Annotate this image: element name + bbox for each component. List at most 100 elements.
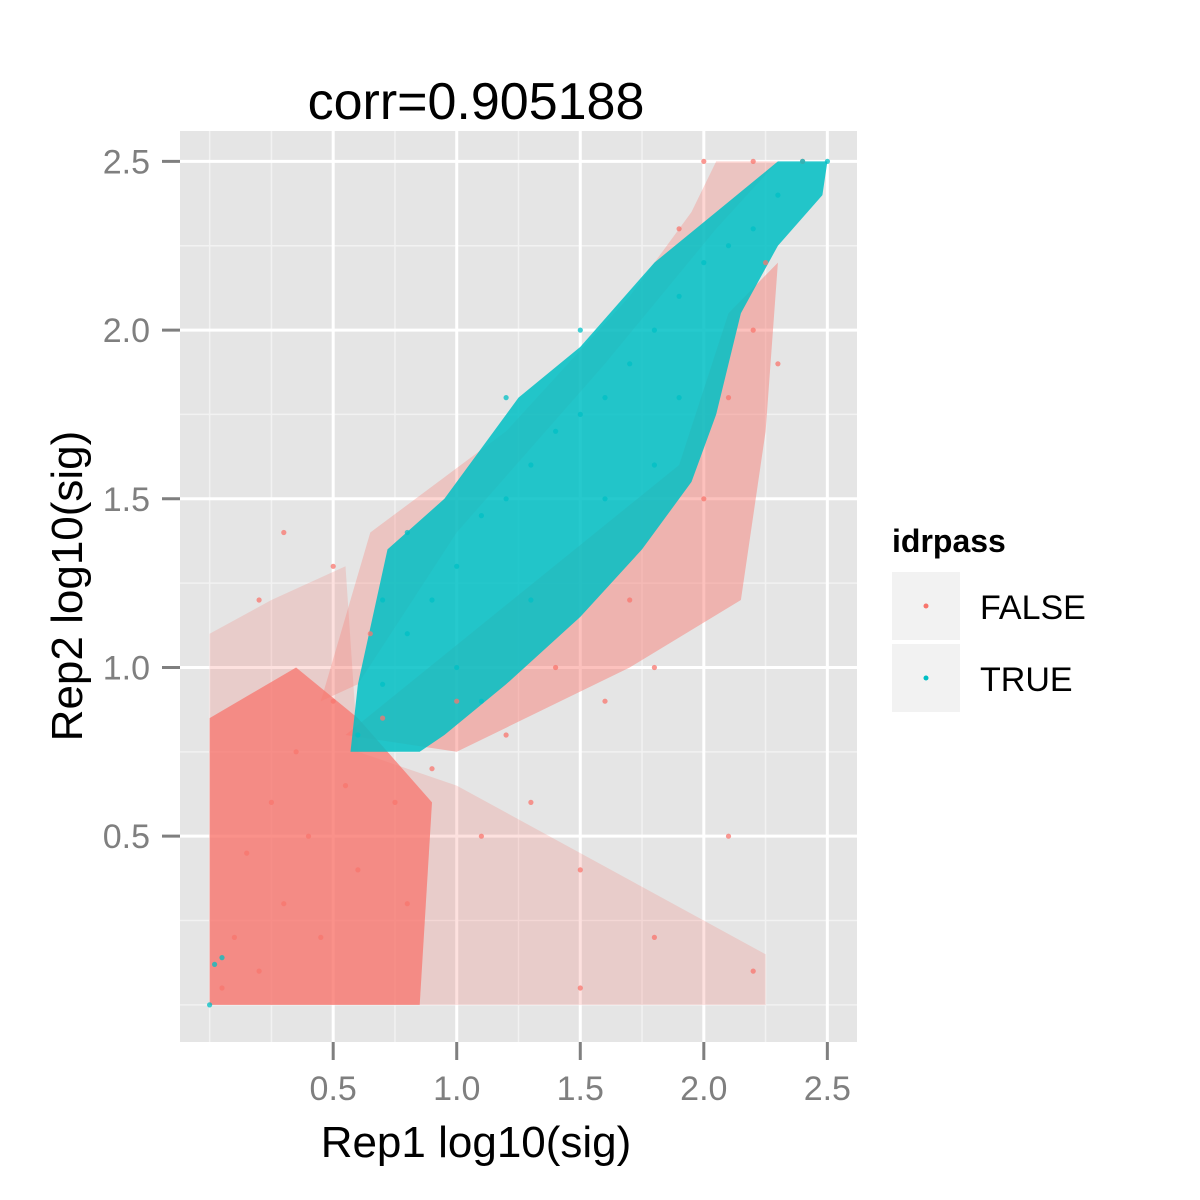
data-point-false (231, 934, 237, 941)
data-point-true (380, 597, 386, 603)
data-point-false (256, 597, 262, 603)
data-point-false (763, 260, 769, 266)
legend: idrpass FALSE TRUE (892, 523, 1086, 712)
data-point-false (293, 749, 299, 755)
data-point-false (281, 529, 287, 536)
data-point-false (577, 867, 583, 873)
legend-symbol-false (923, 603, 929, 609)
data-point-false (750, 327, 756, 333)
data-point-true (602, 496, 608, 502)
data-point-true (824, 158, 831, 164)
data-point-false (268, 799, 274, 806)
data-point-true (207, 1002, 213, 1008)
data-point-true (478, 698, 484, 704)
data-point-false (701, 158, 707, 164)
data-point-true (380, 681, 386, 687)
data-point-false (701, 496, 707, 502)
y-tick-label: 0.5 (103, 818, 150, 856)
data-point-false (454, 698, 460, 704)
data-point-true (676, 395, 682, 401)
data-point-true (429, 597, 435, 603)
data-point-false (355, 867, 361, 873)
legend-label-false: FALSE (980, 589, 1086, 627)
data-point-false (725, 395, 732, 401)
data-point-false (676, 226, 682, 232)
data-point-false (503, 732, 509, 738)
data-point-true (602, 395, 608, 401)
data-point-false (750, 158, 756, 164)
data-point-true (676, 293, 682, 299)
data-point-false (429, 766, 435, 772)
data-point-false (577, 985, 583, 991)
data-point-true (651, 327, 658, 333)
data-point-false (318, 934, 324, 941)
x-tick-label: 0.5 (310, 1070, 357, 1108)
x-tick-label: 1.5 (557, 1070, 604, 1108)
data-point-false (380, 715, 386, 721)
data-point-true (219, 955, 225, 961)
data-point-false (750, 968, 756, 974)
data-point-false (330, 698, 336, 704)
data-point-true (454, 563, 460, 569)
y-tick-label: 1.5 (103, 481, 150, 519)
x-tick-label: 2.5 (804, 1070, 851, 1108)
x-axis-title: Rep1 log10(sig) (321, 1118, 632, 1167)
data-point-true (404, 529, 410, 536)
data-point-false (478, 833, 484, 839)
data-point-true (355, 732, 361, 738)
data-point-true (800, 158, 806, 164)
data-point-false (725, 833, 732, 839)
data-point-false (330, 563, 336, 569)
data-point-false (528, 799, 534, 806)
data-point-true (577, 411, 583, 417)
data-point-false (244, 850, 250, 856)
data-point-false (256, 968, 262, 974)
y-tick-label: 2.5 (103, 143, 150, 181)
y-tick-label: 1.0 (103, 649, 150, 687)
false-dense-region (209, 667, 432, 1005)
data-point-false (651, 934, 658, 941)
data-point-false (367, 631, 373, 637)
data-point-true (478, 513, 484, 519)
data-point-true (775, 192, 781, 198)
data-points (207, 158, 831, 1008)
true-band (350, 161, 828, 752)
data-point-true (212, 961, 218, 968)
x-tick-label: 2.0 (680, 1070, 727, 1108)
data-point-false (219, 985, 225, 991)
false-right-band (345, 262, 778, 752)
legend-title: idrpass (892, 523, 1006, 559)
data-point-false (602, 698, 608, 704)
data-point-true (651, 462, 658, 468)
data-point-false (651, 664, 658, 671)
y-axis-ticks: 0.5 1.0 1.5 2.0 2.5 (103, 143, 180, 856)
data-point-true (627, 361, 633, 367)
data-point-true (528, 462, 534, 468)
data-point-true (750, 226, 756, 232)
data-point-false (775, 361, 781, 367)
data-point-false (305, 833, 312, 839)
data-point-false (281, 901, 287, 907)
data-point-true (528, 597, 534, 603)
data-point-true (577, 327, 583, 333)
y-axis-title: Rep2 log10(sig) (43, 431, 92, 742)
data-point-true (503, 496, 509, 502)
data-point-false (392, 799, 398, 806)
data-point-true (454, 664, 460, 671)
data-point-false (342, 783, 349, 789)
data-point-true (404, 631, 410, 637)
data-point-true (701, 260, 707, 266)
data-point-true (503, 395, 509, 401)
legend-symbol-true (923, 675, 929, 681)
data-point-true (725, 243, 732, 249)
data-point-false (553, 664, 559, 671)
x-axis-ticks: 0.5 1.0 1.5 2.0 2.5 (310, 1042, 851, 1108)
chart-title: corr=0.905188 (308, 73, 645, 131)
series-true-cloud (350, 161, 828, 752)
x-tick-label: 1.0 (433, 1070, 480, 1108)
data-point-false (404, 901, 410, 907)
legend-label-true: TRUE (980, 661, 1073, 699)
y-tick-label: 2.0 (103, 312, 150, 350)
data-point-true (553, 428, 559, 434)
